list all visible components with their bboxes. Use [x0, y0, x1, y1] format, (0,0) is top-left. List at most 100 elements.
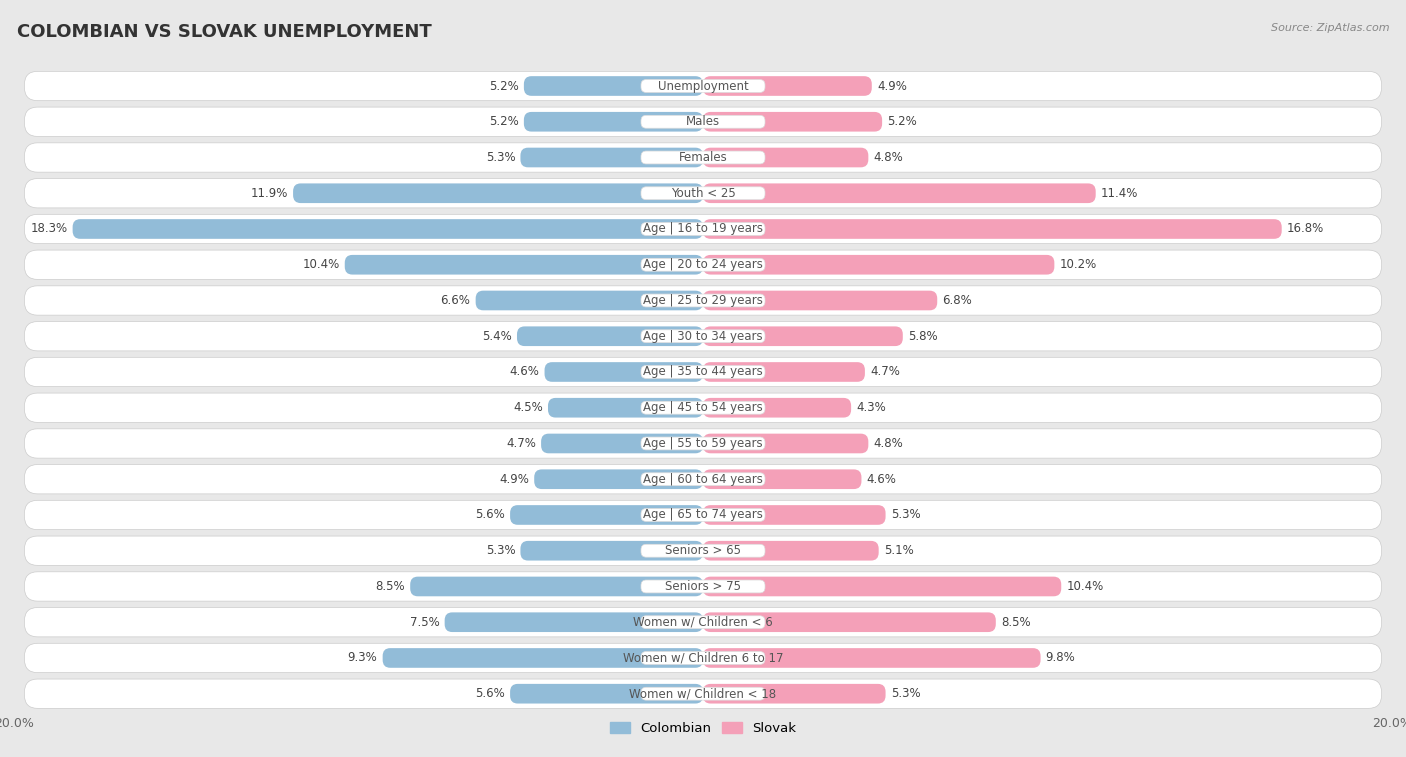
FancyBboxPatch shape	[24, 71, 1382, 101]
Text: 4.5%: 4.5%	[513, 401, 543, 414]
FancyBboxPatch shape	[544, 362, 703, 382]
FancyBboxPatch shape	[703, 220, 1282, 238]
FancyBboxPatch shape	[73, 220, 703, 238]
Text: 5.6%: 5.6%	[475, 687, 505, 700]
FancyBboxPatch shape	[641, 223, 765, 235]
FancyBboxPatch shape	[703, 434, 869, 453]
Text: 10.2%: 10.2%	[1060, 258, 1097, 271]
Text: Women w/ Children < 6: Women w/ Children < 6	[633, 615, 773, 629]
Text: 5.3%: 5.3%	[485, 544, 515, 557]
FancyBboxPatch shape	[24, 322, 1382, 351]
FancyBboxPatch shape	[703, 612, 995, 632]
Text: 11.4%: 11.4%	[1101, 187, 1139, 200]
FancyBboxPatch shape	[24, 107, 1382, 136]
Text: Age | 25 to 29 years: Age | 25 to 29 years	[643, 294, 763, 307]
Text: 9.8%: 9.8%	[1046, 652, 1076, 665]
FancyBboxPatch shape	[703, 326, 903, 346]
FancyBboxPatch shape	[641, 79, 765, 92]
Text: Males: Males	[686, 115, 720, 128]
Text: 5.4%: 5.4%	[482, 330, 512, 343]
FancyBboxPatch shape	[411, 577, 703, 597]
FancyBboxPatch shape	[24, 214, 1382, 244]
FancyBboxPatch shape	[520, 541, 703, 560]
FancyBboxPatch shape	[444, 612, 703, 632]
Text: 4.6%: 4.6%	[866, 472, 897, 486]
Text: 4.9%: 4.9%	[877, 79, 907, 92]
FancyBboxPatch shape	[24, 286, 1382, 315]
FancyBboxPatch shape	[703, 541, 879, 560]
FancyBboxPatch shape	[382, 648, 703, 668]
FancyBboxPatch shape	[24, 465, 1382, 494]
FancyBboxPatch shape	[292, 183, 703, 203]
Text: 11.9%: 11.9%	[250, 187, 288, 200]
FancyBboxPatch shape	[24, 250, 1382, 279]
FancyBboxPatch shape	[24, 679, 1382, 709]
Text: Women w/ Children 6 to 17: Women w/ Children 6 to 17	[623, 652, 783, 665]
Text: 18.3%: 18.3%	[31, 223, 67, 235]
Text: 4.8%: 4.8%	[873, 151, 903, 164]
Text: 4.7%: 4.7%	[506, 437, 536, 450]
Text: 4.3%: 4.3%	[856, 401, 886, 414]
FancyBboxPatch shape	[24, 608, 1382, 637]
Text: 5.6%: 5.6%	[475, 509, 505, 522]
FancyBboxPatch shape	[641, 330, 765, 343]
Text: 6.8%: 6.8%	[942, 294, 972, 307]
FancyBboxPatch shape	[703, 362, 865, 382]
FancyBboxPatch shape	[641, 473, 765, 486]
Text: 10.4%: 10.4%	[302, 258, 340, 271]
Text: Seniors > 75: Seniors > 75	[665, 580, 741, 593]
FancyBboxPatch shape	[703, 684, 886, 703]
FancyBboxPatch shape	[510, 684, 703, 703]
Legend: Colombian, Slovak: Colombian, Slovak	[605, 716, 801, 740]
FancyBboxPatch shape	[548, 398, 703, 418]
Text: 5.3%: 5.3%	[891, 509, 921, 522]
FancyBboxPatch shape	[703, 648, 1040, 668]
Text: Age | 20 to 24 years: Age | 20 to 24 years	[643, 258, 763, 271]
FancyBboxPatch shape	[344, 255, 703, 275]
FancyBboxPatch shape	[524, 112, 703, 132]
Text: 4.9%: 4.9%	[499, 472, 529, 486]
Text: Age | 65 to 74 years: Age | 65 to 74 years	[643, 509, 763, 522]
FancyBboxPatch shape	[24, 357, 1382, 387]
FancyBboxPatch shape	[475, 291, 703, 310]
FancyBboxPatch shape	[24, 428, 1382, 458]
FancyBboxPatch shape	[641, 151, 765, 164]
Text: 4.6%: 4.6%	[509, 366, 540, 378]
FancyBboxPatch shape	[641, 401, 765, 414]
FancyBboxPatch shape	[703, 398, 851, 418]
Text: Unemployment: Unemployment	[658, 79, 748, 92]
Text: 4.7%: 4.7%	[870, 366, 900, 378]
FancyBboxPatch shape	[24, 536, 1382, 565]
FancyBboxPatch shape	[641, 615, 765, 628]
Text: 9.3%: 9.3%	[347, 652, 377, 665]
FancyBboxPatch shape	[703, 148, 869, 167]
FancyBboxPatch shape	[703, 505, 886, 525]
Text: 4.8%: 4.8%	[873, 437, 903, 450]
FancyBboxPatch shape	[703, 255, 1054, 275]
Text: Females: Females	[679, 151, 727, 164]
FancyBboxPatch shape	[520, 148, 703, 167]
Text: 8.5%: 8.5%	[1001, 615, 1031, 629]
Text: COLOMBIAN VS SLOVAK UNEMPLOYMENT: COLOMBIAN VS SLOVAK UNEMPLOYMENT	[17, 23, 432, 41]
Text: 5.2%: 5.2%	[887, 115, 917, 128]
Text: 6.6%: 6.6%	[440, 294, 471, 307]
FancyBboxPatch shape	[24, 143, 1382, 172]
FancyBboxPatch shape	[641, 509, 765, 522]
FancyBboxPatch shape	[524, 76, 703, 96]
FancyBboxPatch shape	[24, 643, 1382, 673]
FancyBboxPatch shape	[641, 687, 765, 700]
Text: Age | 55 to 59 years: Age | 55 to 59 years	[643, 437, 763, 450]
FancyBboxPatch shape	[517, 326, 703, 346]
Text: Source: ZipAtlas.com: Source: ZipAtlas.com	[1271, 23, 1389, 33]
Text: 10.4%: 10.4%	[1066, 580, 1104, 593]
Text: Youth < 25: Youth < 25	[671, 187, 735, 200]
FancyBboxPatch shape	[24, 179, 1382, 208]
FancyBboxPatch shape	[641, 187, 765, 200]
FancyBboxPatch shape	[703, 577, 1062, 597]
Text: 8.5%: 8.5%	[375, 580, 405, 593]
FancyBboxPatch shape	[641, 366, 765, 378]
FancyBboxPatch shape	[641, 437, 765, 450]
FancyBboxPatch shape	[24, 572, 1382, 601]
Text: 5.1%: 5.1%	[884, 544, 914, 557]
Text: Age | 16 to 19 years: Age | 16 to 19 years	[643, 223, 763, 235]
